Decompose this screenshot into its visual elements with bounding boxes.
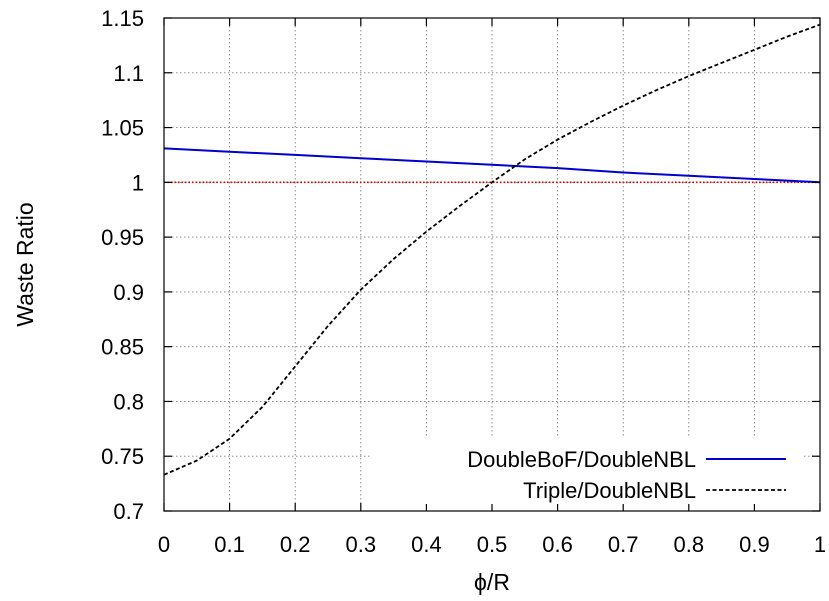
legend: DoubleBoF/DoubleNBL Triple/DoubleNBL xyxy=(370,438,802,504)
y-tick-label: 1.05 xyxy=(101,116,144,141)
y-tick-label: 0.7 xyxy=(113,499,144,524)
x-axis-label: ϕ/R xyxy=(474,569,510,595)
y-tick-label: 0.75 xyxy=(101,444,144,469)
y-tick-label: 0.8 xyxy=(113,389,144,414)
axis-ticks xyxy=(163,17,821,512)
y-tick-label: 1 xyxy=(132,170,144,195)
y-tick-label: 0.9 xyxy=(113,280,144,305)
series-line-1 xyxy=(163,23,821,476)
x-tick-label: 0.9 xyxy=(739,532,770,557)
y-tick-labels: 0.7 0.75 0.8 0.85 0.9 0.95 1 1.05 1.1 1.15 xyxy=(101,6,144,524)
x-tick-label: 1 xyxy=(814,532,826,557)
x-tick-label: 0.4 xyxy=(411,532,442,557)
y-tick-label: 1.1 xyxy=(113,61,144,86)
x-tick-label: 0.1 xyxy=(214,532,245,557)
x-tick-label: 0 xyxy=(158,532,170,557)
x-tick-label: 0.8 xyxy=(674,532,705,557)
x-tick-labels: 0 0.1 0.2 0.3 0.4 0.5 0.6 0.7 0.8 0.9 1 xyxy=(158,532,826,557)
legend-label-doubleboF: DoubleBoF/DoubleNBL xyxy=(467,447,696,472)
series-layer xyxy=(163,23,821,476)
y-axis-label: Waste Ratio xyxy=(12,202,38,326)
x-tick-label: 0.7 xyxy=(608,532,639,557)
y-tick-label: 0.95 xyxy=(101,225,144,250)
legend-label-triple: Triple/DoubleNBL xyxy=(523,478,696,503)
legend-background xyxy=(370,438,802,504)
x-tick-label: 0.6 xyxy=(542,532,573,557)
x-tick-label: 0.2 xyxy=(280,532,311,557)
series-line-0 xyxy=(163,147,821,184)
x-tick-label: 0.3 xyxy=(346,532,377,557)
grid xyxy=(164,18,820,511)
x-tick-label: 0.5 xyxy=(477,532,508,557)
y-tick-label: 1.15 xyxy=(101,6,144,31)
y-tick-label: 0.85 xyxy=(101,335,144,360)
plot-frame xyxy=(163,17,821,512)
